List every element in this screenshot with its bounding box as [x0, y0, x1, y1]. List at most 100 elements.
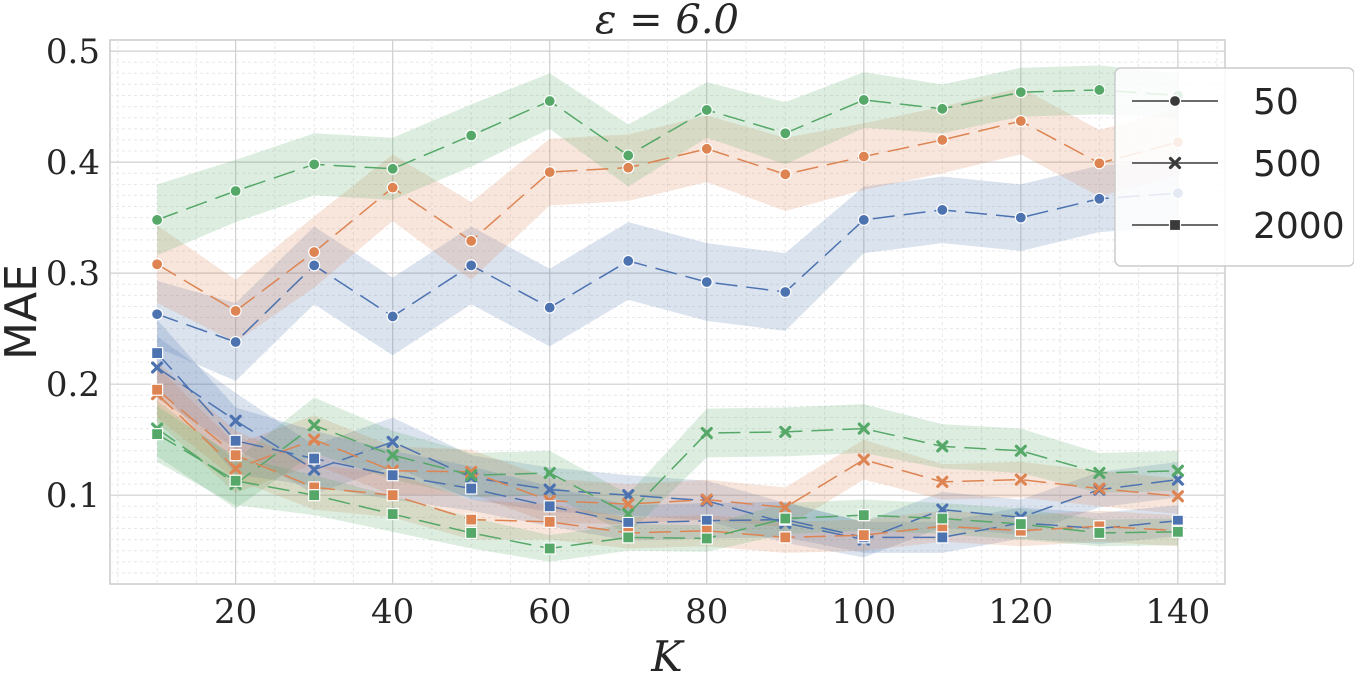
x-tick-label: 100 — [831, 592, 896, 632]
x-marker — [1171, 490, 1184, 503]
x-axis-label: K — [650, 632, 685, 681]
circle-marker — [936, 133, 949, 147]
x-marker — [151, 361, 164, 374]
x-marker-stroke — [1171, 473, 1184, 486]
x-marker — [229, 462, 242, 475]
series-line — [156, 352, 1178, 539]
x-marker — [857, 422, 870, 435]
legend-entry: 2000 — [1132, 206, 1345, 247]
circle-marker — [936, 203, 949, 216]
square-marker — [151, 383, 164, 396]
x-marker — [779, 425, 792, 439]
confidence-band — [157, 406, 1178, 562]
series-line — [156, 89, 1178, 221]
x-marker-stroke — [936, 440, 949, 453]
square-marker — [622, 516, 635, 530]
y-tick-label: 0.3 — [46, 254, 100, 294]
x-marker-stroke — [1014, 444, 1027, 457]
x-marker-stroke — [1168, 156, 1182, 170]
x-marker — [543, 483, 556, 496]
circle-marker — [700, 275, 713, 289]
square-marker — [465, 526, 478, 540]
x-marker-stroke — [622, 497, 635, 511]
circle-marker — [465, 234, 478, 248]
x-marker — [936, 475, 949, 488]
circle-marker — [229, 184, 242, 198]
circle-marker — [779, 168, 792, 181]
confidence-band — [157, 159, 1178, 381]
circle-marker — [1093, 83, 1106, 97]
square-marker — [622, 531, 635, 544]
x-marker-stroke — [700, 493, 713, 506]
circle-marker — [1014, 211, 1027, 224]
x-marker-stroke — [229, 462, 242, 475]
x-tick-label: 140 — [1145, 592, 1210, 632]
x-marker-stroke — [229, 414, 242, 427]
x-tick-label: 20 — [214, 592, 257, 632]
x-marker-stroke — [700, 426, 713, 440]
y-tick-label: 0.5 — [46, 32, 100, 72]
confidence-band — [157, 366, 1178, 528]
square-marker — [308, 452, 321, 465]
circle-marker — [1014, 114, 1027, 128]
circle-marker — [779, 285, 792, 299]
circle-marker — [622, 254, 635, 268]
x-marker-stroke — [543, 466, 556, 480]
square-marker — [465, 482, 478, 495]
square-marker — [151, 428, 164, 441]
x-marker — [1093, 482, 1106, 495]
series-line — [156, 192, 1178, 343]
y-tick-label: 0.2 — [46, 365, 100, 405]
circle-marker — [229, 304, 242, 317]
circle-marker — [543, 94, 556, 108]
series-line — [156, 120, 1179, 312]
x-marker-stroke — [857, 453, 870, 466]
y-tick-label: 0.1 — [46, 476, 100, 516]
square-marker — [1171, 525, 1184, 538]
circle-marker — [465, 129, 478, 142]
x-marker — [1171, 473, 1184, 486]
circle-marker — [308, 259, 321, 272]
x-marker — [622, 489, 635, 502]
major-gridlines — [110, 40, 1225, 584]
x-marker — [857, 453, 870, 466]
square-marker — [1093, 526, 1106, 540]
y-axis-label: MAE — [0, 264, 47, 360]
circle-marker — [151, 308, 164, 321]
square-marker — [151, 346, 164, 360]
x-marker — [700, 493, 713, 506]
circle-marker — [543, 301, 556, 314]
circle-marker — [857, 213, 870, 226]
square-marker — [386, 507, 399, 521]
circle-marker — [700, 103, 713, 117]
square-marker — [543, 542, 556, 555]
square-marker — [229, 474, 242, 487]
x-marker — [465, 465, 478, 478]
confidence-band — [157, 361, 1178, 553]
x-marker — [1014, 444, 1027, 457]
x-marker — [779, 501, 792, 514]
square-marker — [1171, 514, 1184, 527]
chart-title: ε = 6.0 — [595, 0, 739, 43]
y-tick-labels: 0.1 0.2 0.3 0.4 0.5 — [46, 32, 100, 516]
x-marker — [700, 426, 713, 440]
series-line — [156, 424, 1178, 515]
square-marker — [229, 434, 242, 447]
circle-marker — [1093, 192, 1106, 205]
x-marker — [308, 419, 321, 432]
circle-marker — [543, 166, 556, 179]
circle-marker — [386, 162, 399, 175]
square-marker — [1014, 517, 1027, 531]
x-marker-stroke — [465, 465, 478, 478]
x-marker-stroke — [936, 475, 949, 488]
legend-entry: 50 — [1132, 82, 1299, 123]
circle-marker — [308, 158, 321, 171]
circle-marker — [622, 161, 635, 174]
circle-marker — [936, 102, 949, 115]
x-marker-stroke — [151, 361, 164, 374]
x-tick-label: 80 — [685, 592, 728, 632]
x-tick-labels: 20 40 60 80 100 120 140 — [214, 592, 1210, 632]
x-marker-stroke — [465, 469, 478, 482]
y-tick-label: 0.4 — [46, 143, 100, 183]
